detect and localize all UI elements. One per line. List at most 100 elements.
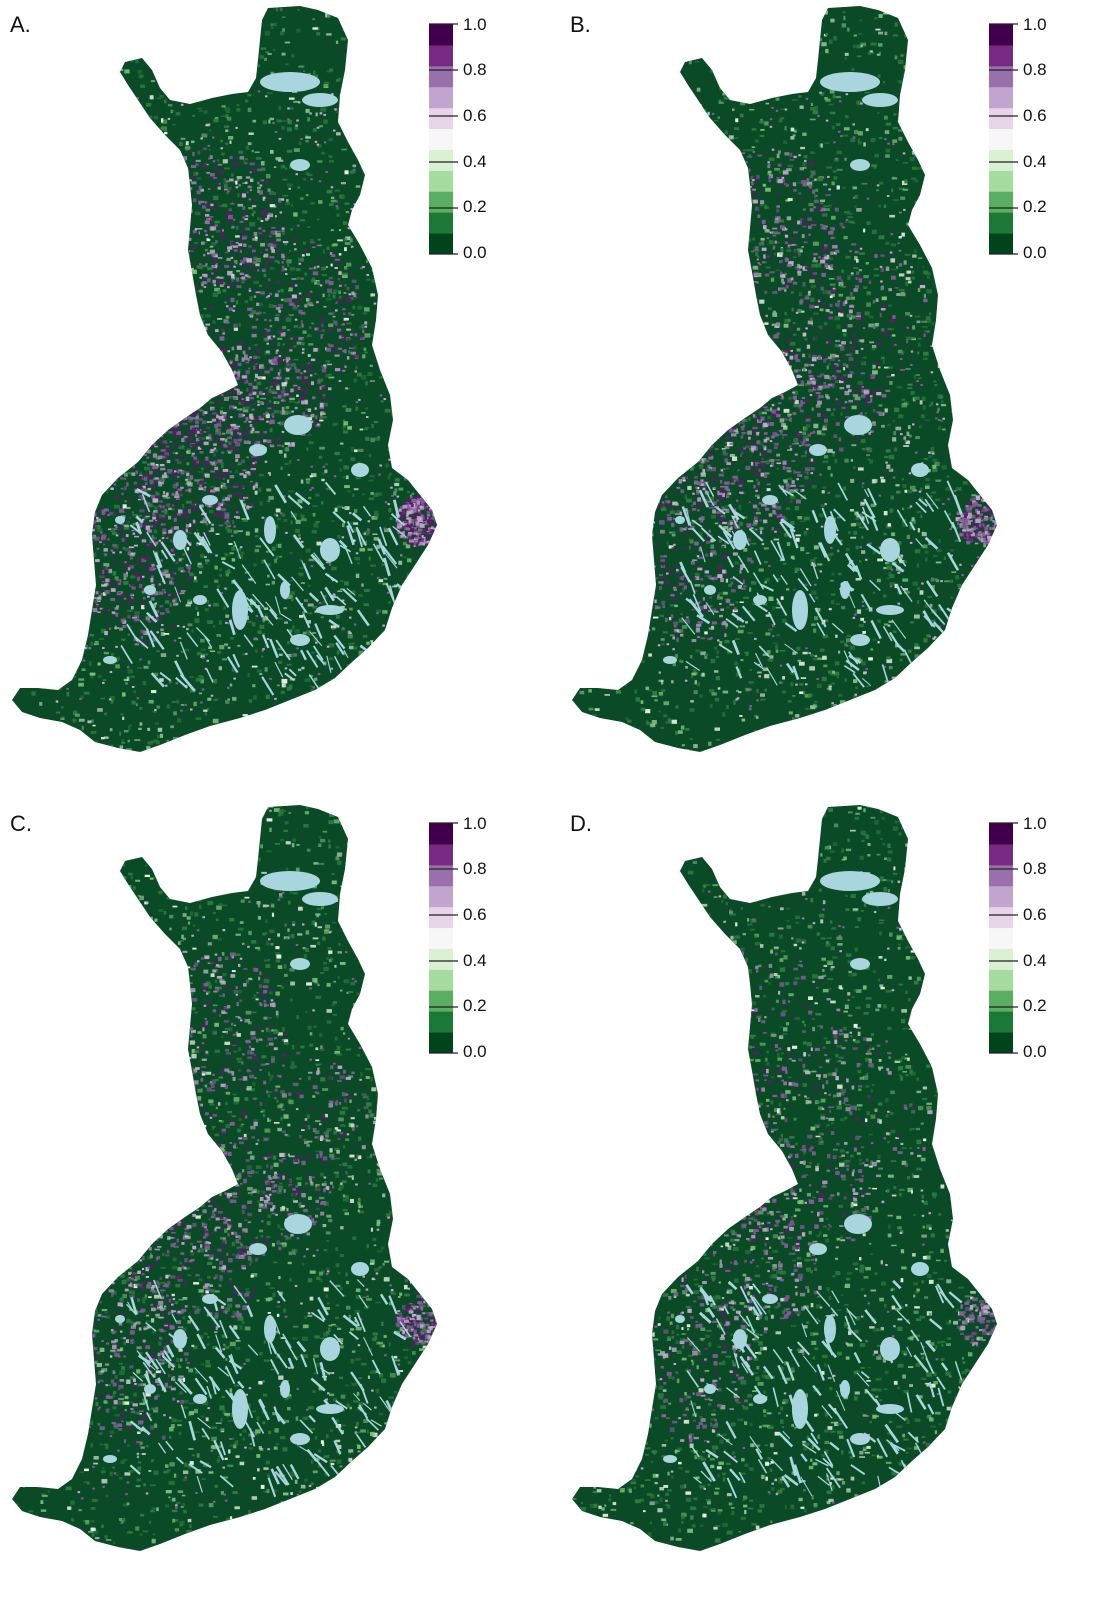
- lake: [726, 1387, 740, 1399]
- lake: [762, 1365, 774, 1380]
- lake: [690, 1400, 697, 1418]
- lake: [802, 1443, 817, 1454]
- panel-label: A.: [10, 12, 31, 37]
- lake: [161, 1354, 175, 1369]
- legend-color-bin: [429, 107, 453, 130]
- lake: [195, 626, 211, 642]
- lake: [708, 1295, 717, 1306]
- lake: [685, 660, 701, 672]
- lake: [310, 1377, 326, 1392]
- lake: [688, 598, 705, 618]
- lake: [740, 529, 750, 546]
- lake: [145, 1322, 157, 1332]
- lake: [924, 536, 939, 550]
- lake: [159, 671, 172, 682]
- legend-color-bin: [989, 24, 1013, 46]
- lake: [800, 1453, 808, 1462]
- legend-color-bin: [989, 212, 1013, 234]
- lake: [233, 541, 242, 559]
- lake: [343, 650, 349, 659]
- lake: [754, 602, 768, 613]
- lake: [717, 535, 730, 545]
- lake: [175, 676, 188, 689]
- lake: [951, 521, 962, 543]
- lake: [733, 530, 747, 550]
- legend-tick-label: 0.4: [463, 951, 487, 970]
- lake: [232, 590, 248, 630]
- lake: [308, 592, 320, 603]
- lake: [157, 1377, 167, 1393]
- lake: [870, 619, 882, 640]
- lake: [313, 1452, 328, 1464]
- lake: [294, 491, 311, 506]
- legend-colorbar: [429, 822, 458, 1054]
- lake: [302, 613, 311, 629]
- lake: [823, 1450, 834, 1467]
- lake: [772, 1348, 784, 1364]
- lake: [847, 1309, 857, 1320]
- lake: [783, 1474, 799, 1487]
- lake: [870, 515, 879, 531]
- lake: [320, 538, 340, 562]
- lake: [691, 527, 706, 542]
- lake: [288, 668, 297, 677]
- lake: [731, 612, 745, 623]
- lake: [681, 506, 691, 527]
- legend-tick-label: 0.6: [463, 905, 487, 924]
- lake: [702, 1461, 716, 1482]
- lake: [265, 601, 278, 616]
- lake: [136, 487, 151, 498]
- legend-color-bin: [989, 864, 1013, 887]
- lake: [274, 1470, 288, 1486]
- lake: [923, 599, 937, 616]
- lake: [197, 1417, 212, 1429]
- lake: [691, 519, 703, 528]
- lake: [355, 526, 367, 547]
- lake: [910, 1329, 920, 1342]
- map-panel-c: C. 1.0 0.8 0.6 0.4 0.2 0.0: [0, 799, 560, 1598]
- lake: [749, 1435, 762, 1454]
- map-panel-d: D. 1.0 0.8 0.6 0.4 0.2 0.0: [560, 799, 1120, 1598]
- lake: [846, 588, 856, 609]
- lake: [389, 585, 396, 606]
- lake: [353, 1316, 361, 1327]
- lake: [855, 511, 869, 531]
- lake: [804, 1305, 819, 1325]
- lake: [149, 630, 165, 650]
- lake: [276, 1353, 288, 1369]
- lake: [883, 1345, 894, 1364]
- land-area: [12, 805, 437, 1551]
- lake: [948, 1437, 962, 1451]
- lake: [120, 644, 133, 665]
- lake: [181, 544, 192, 565]
- lake: [897, 644, 906, 653]
- lake: [891, 561, 905, 573]
- lake: [280, 1380, 290, 1398]
- lake: [733, 1352, 740, 1369]
- lake: [895, 1412, 906, 1422]
- lake: [799, 568, 812, 587]
- lake: [784, 622, 798, 633]
- lake: [388, 1295, 398, 1315]
- lake: [689, 580, 696, 594]
- lake: [675, 516, 685, 524]
- lake: [142, 1392, 150, 1411]
- lake: [171, 1313, 177, 1323]
- finland-map: [572, 6, 997, 752]
- lake: [820, 871, 880, 891]
- lake: [193, 1394, 207, 1404]
- lake: [238, 591, 249, 606]
- lake: [864, 1309, 877, 1325]
- lake: [142, 1361, 155, 1378]
- lake: [880, 538, 900, 562]
- lake: [843, 665, 856, 674]
- lake: [736, 1336, 746, 1353]
- lake: [690, 1445, 700, 1458]
- lake: [776, 598, 788, 616]
- lake: [728, 503, 740, 521]
- lake: [725, 618, 739, 629]
- legend-colorbar: [989, 822, 1018, 1054]
- lake: [705, 481, 715, 497]
- lake: [748, 527, 764, 542]
- lake: [362, 1402, 372, 1411]
